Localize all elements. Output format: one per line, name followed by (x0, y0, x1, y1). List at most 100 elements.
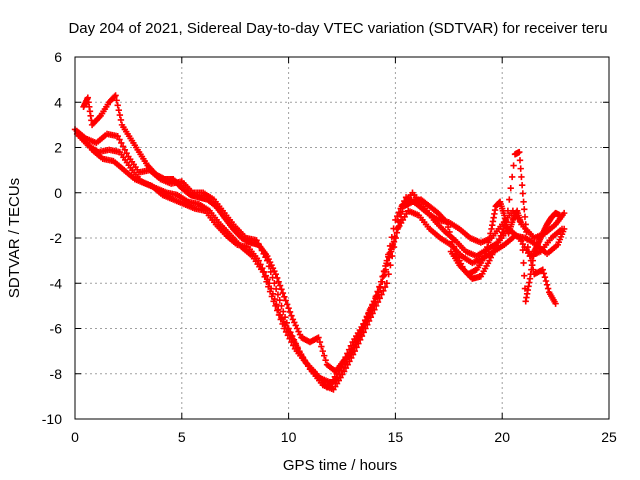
data-point (340, 368, 348, 375)
data-point (123, 149, 130, 157)
x-tick-label: 20 (494, 429, 510, 445)
data-point (282, 321, 289, 329)
data-point (560, 209, 568, 217)
data-point (506, 196, 513, 203)
data-point (399, 208, 406, 215)
data-point (113, 97, 120, 104)
data-point (377, 278, 385, 285)
data-point (121, 146, 129, 153)
data-point (380, 287, 387, 294)
x-tick-label: 10 (281, 429, 297, 445)
data-point (278, 286, 285, 293)
data-point (321, 352, 328, 359)
data-point (112, 92, 119, 99)
data-point (271, 295, 278, 303)
data-point (279, 289, 287, 297)
data-point (539, 266, 546, 273)
x-axis-label: GPS time / hours (283, 457, 397, 474)
series-trace-5 (447, 198, 564, 305)
data-point (520, 198, 527, 205)
y-tick-label: -6 (50, 321, 63, 337)
data-point (518, 182, 526, 189)
data-point (288, 312, 295, 319)
data-point (500, 225, 507, 233)
data-point (264, 276, 271, 283)
data-point (274, 274, 281, 282)
data-point (285, 304, 292, 312)
y-tick-label: -4 (50, 275, 63, 291)
data-point (508, 173, 516, 181)
data-point (272, 271, 279, 278)
data-point (517, 165, 524, 172)
data-point (114, 102, 121, 109)
data-point (519, 246, 527, 254)
data-point (387, 261, 394, 269)
data-point (560, 225, 568, 233)
data-point (282, 297, 289, 304)
data-point (281, 293, 288, 301)
data-point (494, 239, 502, 246)
y-tick-label: -10 (42, 411, 62, 427)
data-point (360, 329, 367, 336)
data-point (115, 106, 122, 114)
data-point (446, 228, 453, 236)
data-point (111, 93, 118, 100)
data-point (292, 342, 300, 349)
data-point (487, 230, 494, 237)
data-point (289, 335, 296, 342)
data-point (371, 306, 378, 313)
data-point (525, 248, 533, 255)
data-point (275, 306, 282, 313)
data-point (116, 136, 123, 143)
data-point (364, 321, 371, 328)
data-point (319, 347, 326, 355)
data-point (278, 302, 285, 310)
data-point (318, 343, 325, 350)
data-point (497, 232, 504, 239)
data-point (262, 272, 270, 279)
data-point (269, 290, 277, 298)
data-point (516, 157, 524, 164)
data-point (385, 271, 392, 278)
data-point (541, 274, 549, 281)
x-tick-label: 5 (178, 429, 186, 445)
x-tick-label: 0 (71, 429, 79, 445)
data-point (556, 212, 564, 219)
data-point (496, 235, 503, 243)
data-point (114, 132, 121, 140)
data-point (523, 228, 530, 236)
data-point (278, 315, 286, 322)
data-point (518, 221, 525, 228)
data-point (291, 338, 298, 346)
data-point (346, 358, 353, 365)
data-point (485, 239, 492, 246)
data-point (296, 349, 303, 356)
data-point (257, 261, 264, 268)
data-point (287, 332, 294, 339)
data-point (521, 206, 528, 213)
x-tick-label: 25 (601, 429, 617, 445)
y-tick-label: 6 (54, 49, 62, 65)
data-point (484, 243, 491, 251)
data-point (481, 252, 489, 260)
data-point (543, 281, 551, 288)
data-point (322, 356, 329, 364)
data-point (390, 243, 398, 251)
data-marks (71, 92, 568, 393)
data-point (443, 218, 450, 226)
data-point (379, 273, 386, 280)
data-point (383, 257, 391, 264)
data-point (447, 233, 455, 241)
data-point (362, 325, 369, 332)
data-point (356, 336, 364, 344)
data-point (349, 351, 357, 358)
data-point (367, 313, 375, 321)
data-point (381, 283, 389, 291)
data-point (283, 325, 291, 332)
data-point (542, 277, 550, 285)
data-point (518, 234, 526, 241)
data-point (520, 259, 527, 267)
data-point (351, 347, 359, 355)
data-point (273, 301, 280, 308)
y-tick-label: 2 (54, 140, 62, 156)
